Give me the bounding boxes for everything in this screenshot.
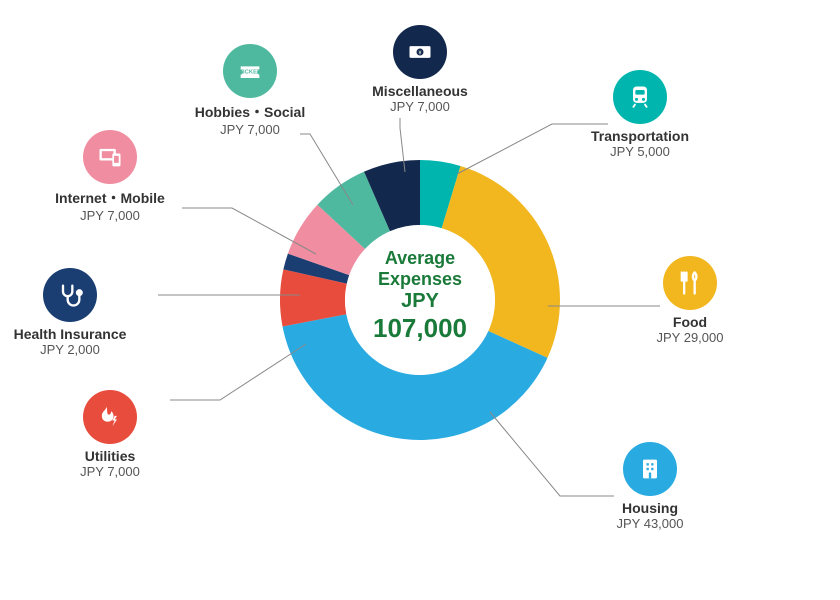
center-line4: 107,000 <box>360 313 480 344</box>
category-health: Health InsuranceJPY 2,000 <box>10 268 130 357</box>
category-internet: Internet・MobileJPY 7,000 <box>50 130 170 223</box>
train-icon <box>613 70 667 124</box>
category-value: JPY 2,000 <box>10 342 130 357</box>
donut-center-label: Average Expenses JPY 107,000 <box>360 248 480 344</box>
center-line2: Expenses <box>360 269 480 290</box>
building-icon <box>623 442 677 496</box>
category-value: JPY 29,000 <box>630 330 750 345</box>
category-utilities: UtilitiesJPY 7,000 <box>50 390 170 479</box>
category-value: JPY 7,000 <box>360 99 480 114</box>
category-title: Internet・Mobile <box>50 188 170 208</box>
category-value: JPY 5,000 <box>580 144 700 159</box>
stethoscope-icon <box>43 268 97 322</box>
devices-icon <box>83 130 137 184</box>
leader-utilities <box>170 344 306 400</box>
fork-knife-icon <box>663 256 717 310</box>
category-title: Miscellaneous <box>360 83 480 99</box>
category-title: Hobbies・Social <box>190 102 310 122</box>
category-transportation: TransportationJPY 5,000 <box>580 70 700 159</box>
category-title: Health Insurance <box>10 326 130 342</box>
category-value: JPY 7,000 <box>190 122 310 137</box>
category-housing: HousingJPY 43,000 <box>590 442 710 531</box>
svg-text:¥: ¥ <box>419 50 422 56</box>
category-title: Housing <box>590 500 710 516</box>
category-title: Food <box>630 314 750 330</box>
category-hobbies: TICKET Hobbies・SocialJPY 7,000 <box>190 44 310 137</box>
banknote-icon: ¥ <box>393 25 447 79</box>
category-title: Utilities <box>50 448 170 464</box>
category-misc: ¥ MiscellaneousJPY 7,000 <box>360 25 480 114</box>
category-value: JPY 7,000 <box>50 208 170 223</box>
flame-bolt-icon <box>83 390 137 444</box>
svg-text:TICKET: TICKET <box>239 69 260 75</box>
center-line3: JPY <box>360 290 480 313</box>
category-value: JPY 43,000 <box>590 516 710 531</box>
category-food: FoodJPY 29,000 <box>630 256 750 345</box>
ticket-icon: TICKET <box>223 44 277 98</box>
center-line1: Average <box>360 248 480 269</box>
category-title: Transportation <box>580 128 700 144</box>
category-value: JPY 7,000 <box>50 464 170 479</box>
